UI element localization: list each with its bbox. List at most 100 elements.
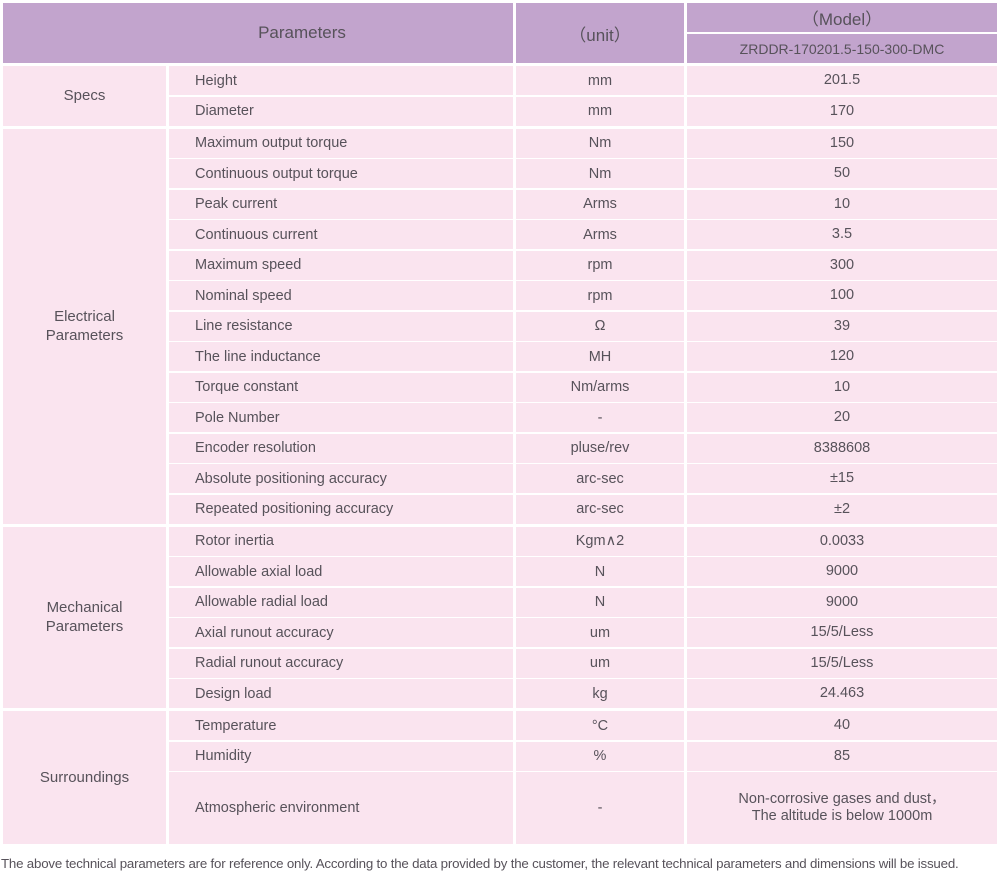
value-cell: 9000 <box>687 587 997 617</box>
value-cell: 201.5 <box>687 66 997 95</box>
table-row: Maximum output torque Nm 150 <box>169 128 997 158</box>
value-text: The altitude is below 1000m <box>751 808 933 824</box>
footer-note: The above technical parameters are for r… <box>1 856 959 871</box>
value-text: 39 <box>833 317 851 334</box>
value-text: 100 <box>829 287 855 303</box>
value-text: 300 <box>829 256 855 273</box>
value-cell: 50 <box>687 159 997 188</box>
unit-cell: MH <box>516 342 684 371</box>
table-row: The line inductance MH 120 <box>169 342 997 371</box>
unit-cell: Nm <box>516 159 684 188</box>
section: Electrical Parameters Maximum output torqu… <box>3 128 997 524</box>
section: Surroundings Temperature °C 40 Humidity% 85 At… <box>3 711 997 844</box>
section-label-line: Mechanical <box>46 599 123 617</box>
value-cell: 3.5 <box>687 220 997 249</box>
param-cell: Axial runout accuracy <box>169 618 513 647</box>
param-cell: Rotor inertia <box>169 526 513 556</box>
unit-cell: N <box>516 587 684 617</box>
table-row: Line resistance Ω 39 <box>169 311 997 341</box>
section-label-line: Parameters <box>45 327 124 344</box>
value-text: 20 <box>833 409 851 425</box>
value-text: 10 <box>833 195 851 212</box>
table-header: Parameters （unit） （Model） ZRDDR-170201.5… <box>3 3 997 63</box>
value-cell: 15/5/Less <box>687 648 997 678</box>
section-rows: Height mm 201.5 Diameter mm 170 <box>169 66 997 126</box>
table-sections: Specs Height mm 201.5 Diameter mm 170 Electrica… <box>3 66 997 844</box>
section-rows: Temperature °C 40 Humidity% 85 Atmospheric en… <box>169 711 997 844</box>
value-cell: 300 <box>687 250 997 280</box>
table-row: Allowable radial load N 9000 <box>169 587 997 617</box>
unit-cell: arc-sec <box>516 494 684 524</box>
section-label: Specs <box>3 66 166 126</box>
unit-cell: rpm <box>516 250 684 280</box>
param-cell: Height <box>169 66 513 95</box>
section-label-line: Electrical <box>54 308 115 325</box>
table-row: Design load kg 24.463 <box>169 679 997 708</box>
value-text: 85 <box>833 747 851 764</box>
table-row: Height mm 201.5 <box>169 66 997 95</box>
value-text: ±2 <box>833 500 851 517</box>
value-cell: 24.463 <box>687 679 997 708</box>
param-cell: Radial runout accuracy <box>169 648 513 678</box>
param-cell: Diameter <box>169 96 513 126</box>
table-row: Repeated positioning accuracy arc-sec ±2 <box>169 494 997 524</box>
param-cell: The line inductance <box>169 342 513 371</box>
table-row: Rotor inertia Kgm∧2 0.0033 <box>169 526 997 556</box>
section-label-line: Parameters <box>45 618 124 636</box>
unit-header-cell: （unit） <box>516 3 684 63</box>
unit-cell: N <box>516 557 684 586</box>
value-cell: 100 <box>687 281 997 310</box>
table-row: Maximum speed rpm 300 <box>169 250 997 280</box>
unit-cell: mm <box>516 66 684 95</box>
unit-cell: um <box>516 648 684 678</box>
param-cell: Pole Number <box>169 403 513 432</box>
param-cell: Torque constant <box>169 372 513 402</box>
value-cell: 170 <box>687 96 997 126</box>
unit-cell: Arms <box>516 220 684 249</box>
section-rows: Rotor inertia Kgm∧2 0.0033 Allowable axial … <box>169 526 997 708</box>
value-text: 10 <box>833 378 851 395</box>
value-cell: ±2 <box>687 494 997 524</box>
table-row: Diameter mm 170 <box>169 96 997 126</box>
unit-cell: % <box>516 741 684 771</box>
table-row: Torque constant Nm/arms 10 <box>169 372 997 402</box>
param-cell: Maximum output torque <box>169 128 513 158</box>
parameters-header-cell: Parameters <box>3 3 513 63</box>
param-cell: Design load <box>169 679 513 708</box>
param-cell: Nominal speed <box>169 281 513 310</box>
param-cell: Temperature <box>169 711 513 740</box>
value-text: Non-corrosive gases and dust， <box>738 791 946 807</box>
value-text: 9000 <box>825 563 859 579</box>
param-cell: Atmospheric environment <box>169 772 513 844</box>
section-label: Electrical Parameters <box>3 128 166 524</box>
param-cell: Encoder resolution <box>169 433 513 463</box>
section: Mechanical Parameters Rotor inertia Kgm∧2 0.… <box>3 526 997 708</box>
unit-cell: kg <box>516 679 684 708</box>
value-text: 120 <box>829 348 855 364</box>
value-cell: 9000 <box>687 557 997 586</box>
unit-cell: rpm <box>516 281 684 310</box>
param-cell: Humidity <box>169 741 513 771</box>
value-text: 8388608 <box>813 439 871 456</box>
unit-cell: - <box>516 403 684 432</box>
value-cell: 10 <box>687 189 997 219</box>
value-cell: 40 <box>687 711 997 740</box>
unit-cell: Ω <box>516 311 684 341</box>
value-cell: 85 <box>687 741 997 771</box>
value-text: 170 <box>829 102 855 119</box>
value-text: 40 <box>833 717 851 733</box>
spec-table: Parameters （unit） （Model） ZRDDR-170201.5… <box>3 3 997 844</box>
section: Specs Height mm 201.5 Diameter mm 170 <box>3 66 997 126</box>
unit-cell: mm <box>516 96 684 126</box>
value-text: 15/5/Less <box>810 624 874 640</box>
unit-cell: Nm/arms <box>516 372 684 402</box>
table-row: Temperature °C 40 <box>169 711 997 740</box>
value-cell: 0.0033 <box>687 526 997 556</box>
param-cell: Continuous current <box>169 220 513 249</box>
param-cell: Absolute positioning accuracy <box>169 464 513 493</box>
value-text: ±15 <box>829 470 855 486</box>
table-row: Humidity% 85 <box>169 741 997 771</box>
value-cell: 20 <box>687 403 997 432</box>
param-cell: Allowable axial load <box>169 557 513 586</box>
table-row: Allowable axial load N 9000 <box>169 557 997 586</box>
